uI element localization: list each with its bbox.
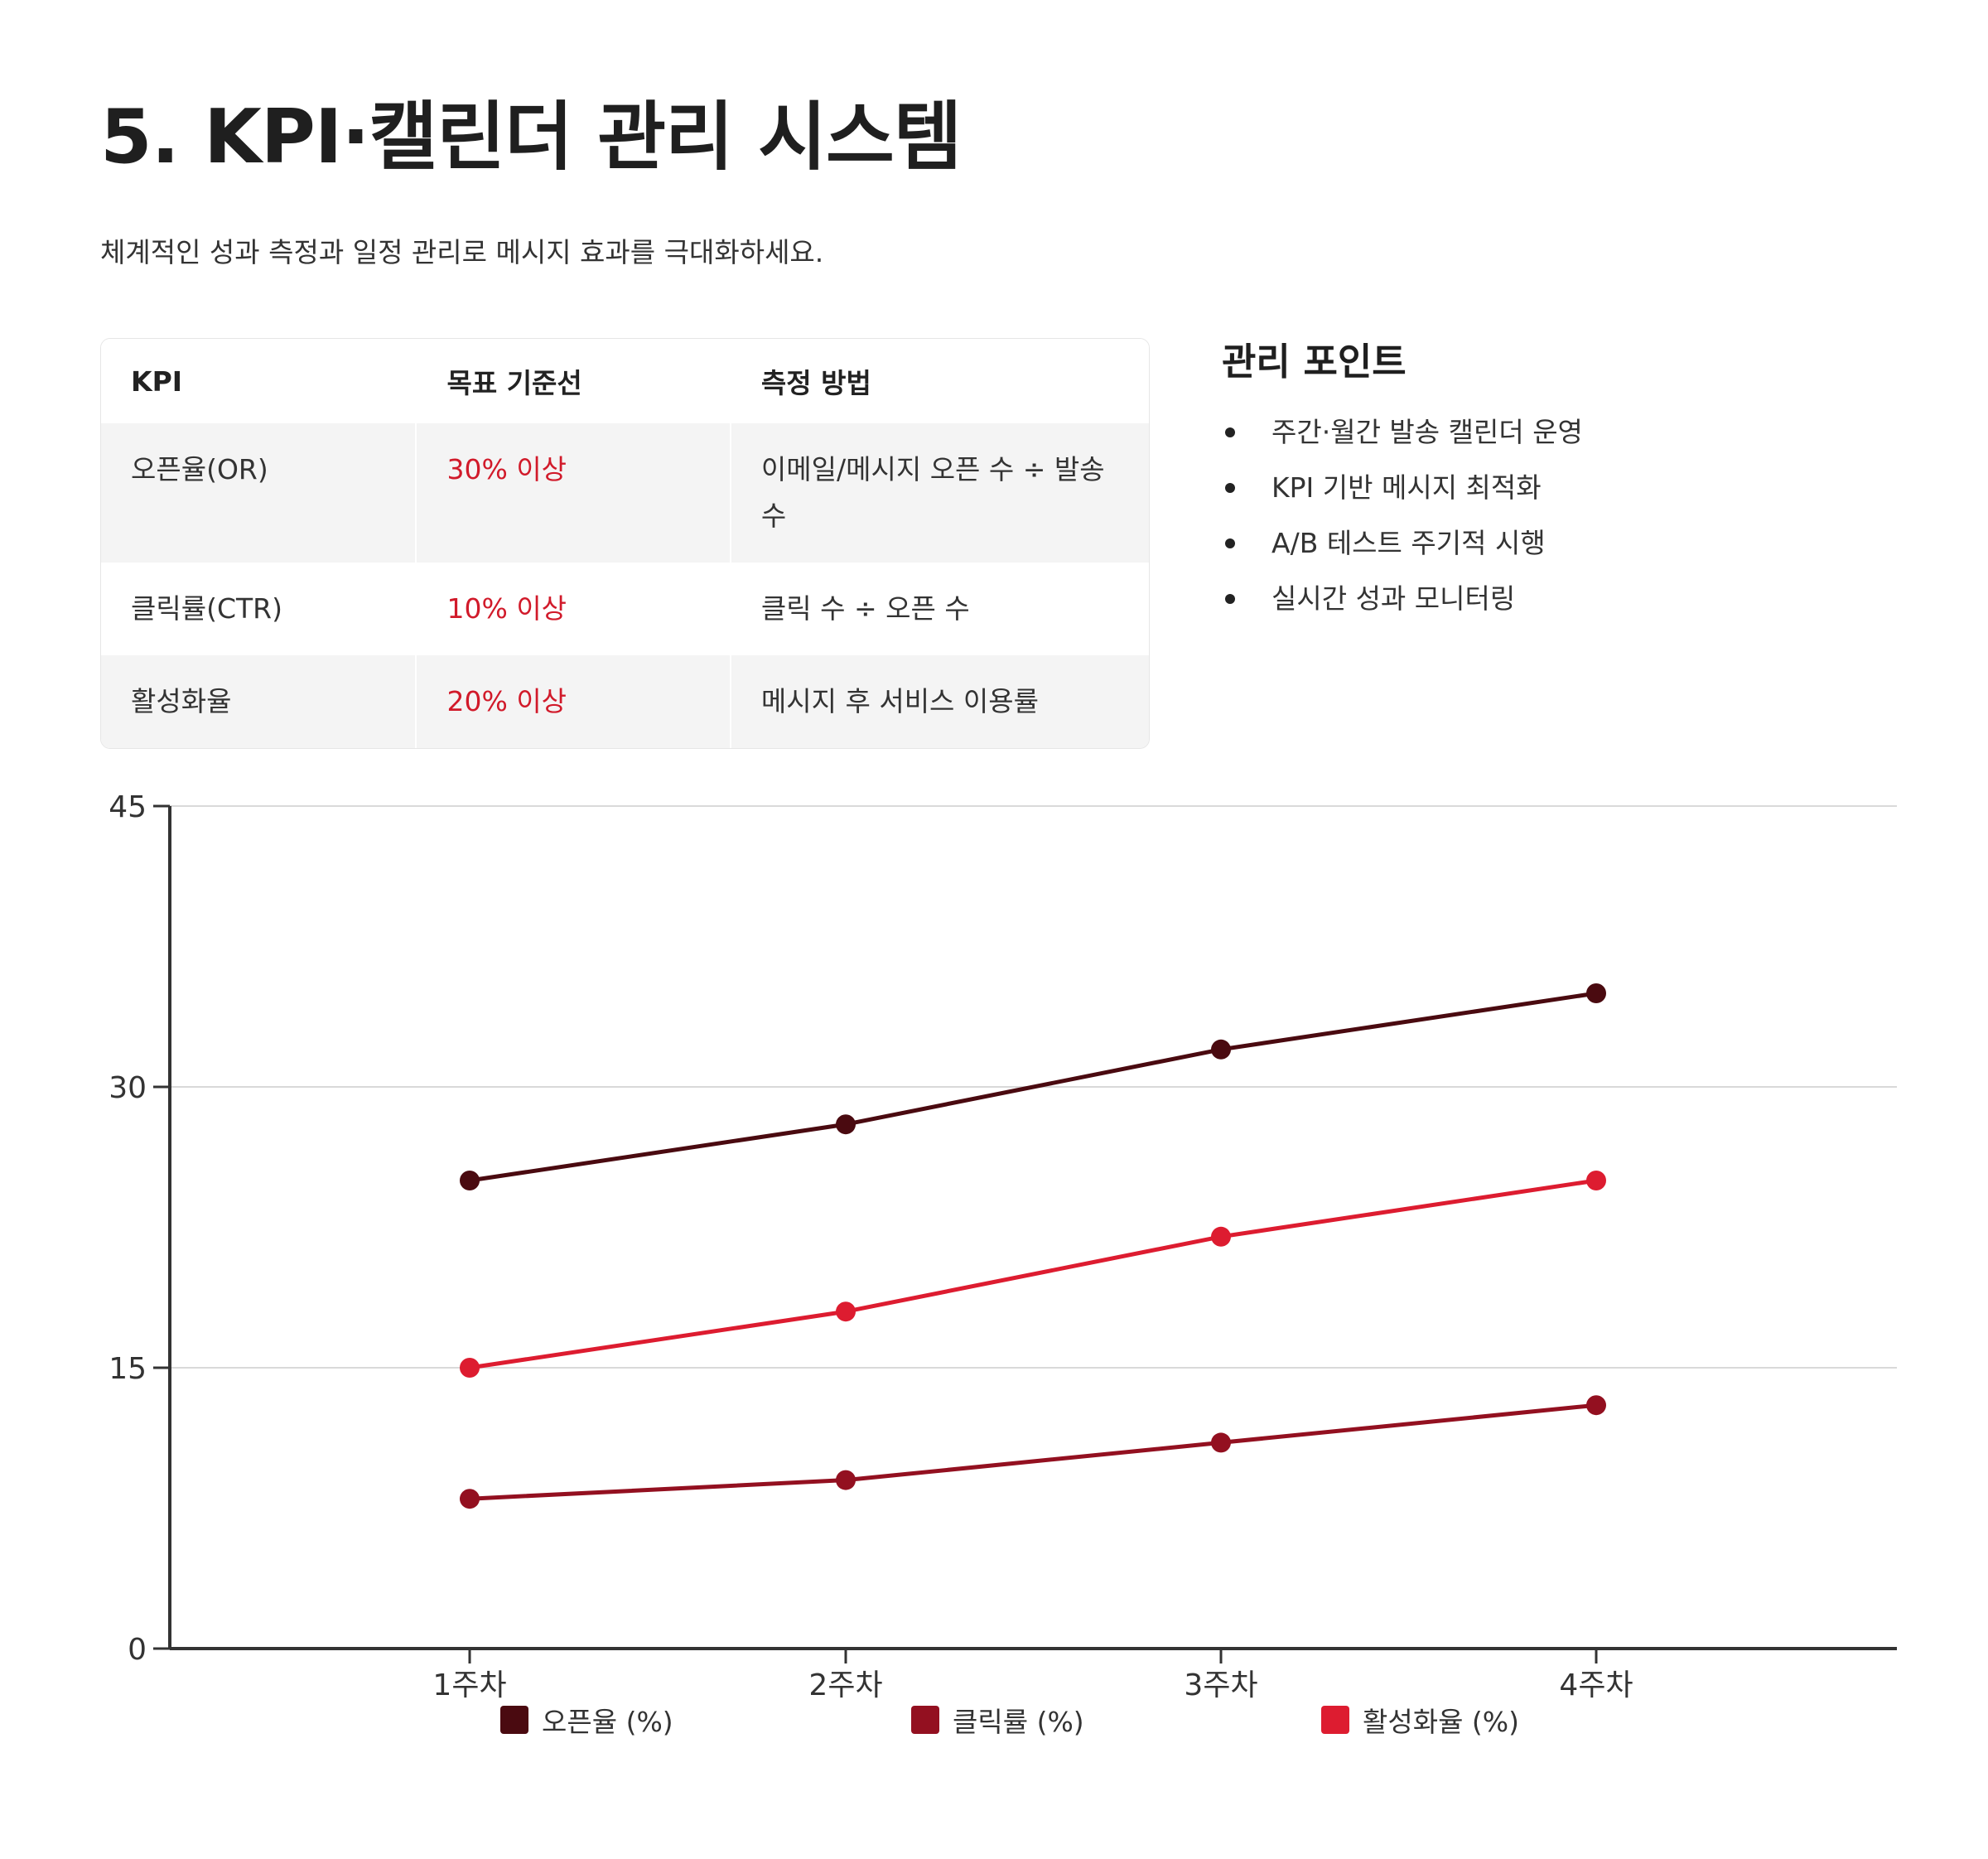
list-item: A/B 테스트 주기적 시행 — [1222, 520, 1583, 576]
header-method: 측정 방법 — [729, 339, 1149, 423]
legend-label: 클릭률 (%) — [953, 1706, 1084, 1738]
table-row: 클릭률(CTR) 10% 이상 클릭 수 ÷ 오픈 수 — [101, 563, 1149, 655]
x-tick-label: 1주차 — [432, 1668, 506, 1702]
target-cell: 20% 이상 — [415, 655, 730, 748]
chart-legend: 오픈율 (%) 클릭률 (%) 활성화율 (%) — [0, 1700, 1988, 1741]
points-list: 주간·월간 발송 캘린더 운영 KPI 기반 메시지 최적화 A/B 테스트 주… — [1222, 409, 1583, 631]
data-point — [1211, 1432, 1231, 1453]
point-text: KPI 기반 메시지 최적화 — [1271, 471, 1542, 504]
data-point — [460, 1171, 480, 1190]
legend-label: 활성화율 (%) — [1363, 1706, 1520, 1738]
table-header-row: KPI 목표 기준선 측정 방법 — [101, 339, 1149, 423]
x-tick-label: 2주차 — [808, 1668, 882, 1702]
kpi-table: KPI 목표 기준선 측정 방법 오픈율(OR) 30% 이상 이메일/메시지 … — [100, 338, 1150, 749]
bullet-icon — [1225, 594, 1235, 604]
data-point — [460, 1489, 480, 1509]
page-title: 5. KPI·캘린더 관리 시스템 — [100, 94, 963, 181]
method-cell: 이메일/메시지 오픈 수 ÷ 발송 수 — [729, 423, 1149, 563]
data-point — [1211, 1226, 1231, 1247]
legend-label: 오픈율 (%) — [542, 1706, 673, 1738]
legend-item-activation: 활성화율 (%) — [1321, 1700, 1519, 1740]
series-line — [469, 1403, 1597, 1501]
header-target: 목표 기준선 — [415, 339, 730, 423]
x-tick-label: 4주차 — [1559, 1668, 1633, 1702]
method-cell: 클릭 수 ÷ 오픈 수 — [729, 563, 1149, 655]
table-row: 활성화율 20% 이상 메시지 후 서비스 이용률 — [101, 655, 1149, 748]
x-tick-label: 3주차 — [1184, 1668, 1257, 1702]
kpi-cell: 오픈율(OR) — [101, 423, 416, 563]
target-cell: 10% 이상 — [415, 563, 729, 655]
header-kpi: KPI — [101, 339, 416, 423]
legend-swatch — [1321, 1706, 1349, 1734]
legend-item-open-rate: 오픈율 (%) — [500, 1700, 673, 1740]
kpi-cell: 클릭률(CTR) — [131, 592, 282, 625]
data-point — [1586, 1395, 1606, 1416]
y-tick-label: 15 — [109, 1352, 147, 1386]
legend-item-ctr: 클릭률 (%) — [911, 1700, 1084, 1740]
legend-swatch — [500, 1706, 528, 1734]
point-text: 주간·월간 발송 캘린더 운영 — [1271, 416, 1583, 448]
points-title: 관리 포인트 — [1222, 340, 1407, 384]
y-tick-label: 0 — [128, 1633, 147, 1667]
y-tick-label: 45 — [109, 790, 147, 824]
point-text: 실시간 성과 모니터링 — [1271, 582, 1516, 615]
list-item: 주간·월간 발송 캘린더 운영 — [1222, 409, 1583, 465]
series-line — [469, 991, 1597, 1183]
legend-swatch — [911, 1706, 939, 1734]
series-line — [469, 1178, 1597, 1370]
kpi-cell: 활성화율 — [101, 655, 416, 748]
y-tick-label: 30 — [109, 1071, 147, 1105]
data-point — [836, 1470, 856, 1490]
list-item: 실시간 성과 모니터링 — [1222, 576, 1583, 631]
page-subtitle: 체계적인 성과 측정과 일정 관리로 메시지 효과를 극대화하세요. — [100, 236, 824, 268]
method-cell: 메시지 후 서비스 이용률 — [729, 655, 1149, 748]
data-point — [836, 1114, 856, 1135]
data-point — [1586, 983, 1606, 1003]
data-point — [460, 1358, 480, 1378]
table-row: 오픈율(OR) 30% 이상 이메일/메시지 오픈 수 ÷ 발송 수 — [101, 423, 1149, 563]
bullet-icon — [1225, 427, 1235, 437]
bullet-icon — [1225, 538, 1235, 548]
data-point — [1211, 1039, 1231, 1060]
target-cell: 30% 이상 — [415, 423, 730, 563]
point-text: A/B 테스트 주기적 시행 — [1271, 527, 1546, 559]
bullet-icon — [1225, 483, 1235, 493]
data-point — [1586, 1171, 1606, 1190]
data-point — [836, 1301, 856, 1322]
list-item: KPI 기반 메시지 최적화 — [1222, 465, 1583, 520]
